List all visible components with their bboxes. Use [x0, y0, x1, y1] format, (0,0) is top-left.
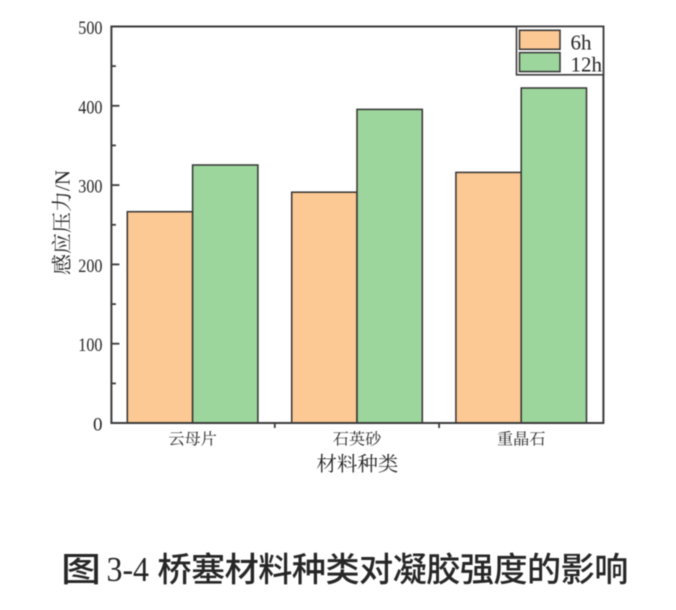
svg-text:400: 400 — [78, 97, 102, 118]
svg-text:6h: 6h — [571, 30, 593, 54]
svg-text:/N: /N — [50, 170, 74, 191]
svg-text:0: 0 — [93, 415, 103, 436]
svg-text:200: 200 — [78, 256, 102, 277]
svg-text:12h: 12h — [571, 53, 603, 77]
svg-text:100: 100 — [78, 335, 102, 356]
svg-text:3-4: 3-4 — [107, 550, 150, 589]
svg-text:500: 500 — [78, 18, 102, 39]
svg-text:300: 300 — [78, 177, 102, 198]
